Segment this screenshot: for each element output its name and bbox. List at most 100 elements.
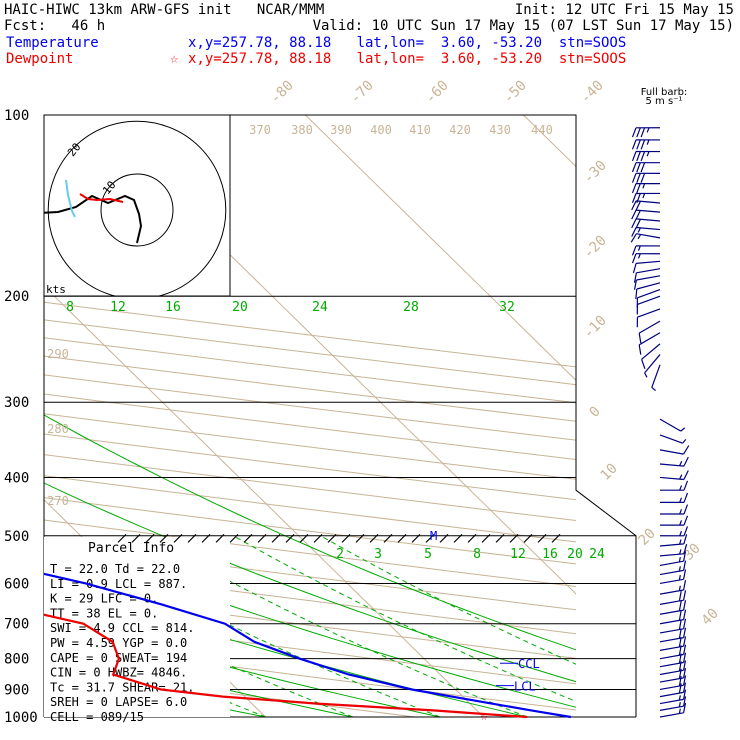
theta-tick-label: 400 bbox=[370, 123, 392, 137]
freezing-level-hatch bbox=[453, 533, 463, 543]
hodograph-traces bbox=[44, 179, 143, 244]
wind-barb-flag bbox=[642, 183, 646, 189]
mixing-ratio-line bbox=[58, 535, 441, 718]
moist-adiabat-line bbox=[44, 616, 441, 718]
mixing-ratio-label: 20 bbox=[232, 300, 248, 315]
level-annotations: M CCL LCL ☆ bbox=[117, 529, 561, 723]
parcel-info-row: CELL = 089/15 bbox=[50, 710, 144, 724]
wind-barb-flag bbox=[683, 492, 689, 503]
temperature-profile bbox=[44, 572, 571, 719]
dry-adiabat-line bbox=[44, 319, 576, 386]
wind-barb-flag bbox=[683, 689, 687, 700]
wind-barb-flag bbox=[640, 139, 646, 150]
freezing-level-hatch bbox=[313, 533, 323, 543]
wind-barb-shaft bbox=[637, 289, 661, 299]
theta-tick-label: 290 bbox=[47, 347, 69, 361]
isotherm-line bbox=[87, 115, 576, 595]
hodograph-ring-10 bbox=[100, 173, 174, 247]
freezing-level-hatch bbox=[369, 533, 379, 543]
wind-barb-flag bbox=[683, 590, 687, 601]
wind-barb-shaft bbox=[638, 332, 661, 346]
freezing-level-hatch bbox=[257, 533, 267, 543]
freezing-level-hatch bbox=[285, 533, 295, 543]
freezing-level-hatch bbox=[411, 533, 421, 543]
freezing-level-hatch bbox=[397, 533, 407, 543]
header-forecast: Fcst: 46 h bbox=[4, 18, 106, 34]
wind-barb-flag bbox=[683, 609, 687, 620]
dry-adiabat-line bbox=[44, 337, 576, 404]
wind-barb-flag bbox=[640, 162, 646, 173]
freezing-level-hatch bbox=[341, 533, 351, 543]
theta-tick-label: 370 bbox=[249, 123, 271, 137]
wind-barb-flag bbox=[683, 515, 689, 526]
wind-barb-flag bbox=[640, 173, 646, 183]
wind-barb-flag bbox=[635, 210, 641, 220]
freezing-level-hatch bbox=[117, 533, 127, 543]
wind-barb-flag bbox=[679, 549, 682, 555]
wind-barb-flag bbox=[646, 139, 650, 145]
mixing-ratio-label: 5 bbox=[424, 547, 432, 562]
wind-barb-flag bbox=[631, 139, 637, 150]
freezing-level-hatch bbox=[425, 533, 435, 543]
theta-tick-label: 420 bbox=[449, 123, 471, 137]
wind-barbs: Full barb:5 m s⁻¹ bbox=[630, 87, 690, 718]
wind-barb-flag bbox=[678, 600, 682, 611]
header-valid: Valid: 10 UTC Sun 17 May 15 (07 LST Sun … bbox=[312, 18, 734, 34]
wind-barb-flag bbox=[679, 497, 683, 503]
wind-barb-flag bbox=[633, 279, 637, 290]
freezing-level-hatch bbox=[383, 533, 393, 543]
freezing-level-hatch bbox=[271, 533, 281, 543]
isotherm-tick-label: 0 bbox=[587, 404, 604, 421]
wind-barb-flag bbox=[683, 600, 687, 611]
isotherm-line bbox=[44, 285, 484, 718]
dewpoint-star-icon: ☆ bbox=[170, 51, 179, 67]
wind-barb-shaft bbox=[659, 543, 684, 547]
wind-barb-flag bbox=[683, 579, 687, 591]
wind-barb-flag bbox=[679, 509, 683, 515]
theta-tick-label: 380 bbox=[291, 123, 313, 137]
wind-barb-flag bbox=[635, 201, 641, 211]
wind-barb-flag bbox=[678, 636, 682, 648]
isotherm-line bbox=[305, 115, 576, 381]
wind-barb-flag bbox=[631, 245, 637, 256]
wind-barb-flag bbox=[683, 660, 687, 671]
wind-barb-shaft bbox=[659, 578, 684, 585]
wind-barb-shaft bbox=[659, 589, 684, 595]
wind-barb-flag bbox=[641, 359, 646, 369]
wind-barb-flag bbox=[678, 585, 681, 591]
wind-barb-flag bbox=[678, 590, 682, 602]
wind-barb-shaft bbox=[636, 275, 661, 281]
freezing-level-hatch bbox=[355, 533, 365, 543]
wind-barb-flag bbox=[631, 253, 637, 264]
freezing-level-hatch bbox=[131, 533, 141, 543]
wind-barb-legend-title: Full barb: bbox=[641, 87, 688, 98]
parcel-info-row: T = 22.0 Td = 22.0 bbox=[50, 562, 180, 576]
mixing-ratio-label: 12 bbox=[510, 547, 526, 562]
wind-barb-shaft bbox=[636, 260, 661, 264]
temperature-legend-label: Temperature bbox=[6, 35, 99, 51]
pressure-tick-label: 1000 bbox=[4, 710, 38, 726]
dewpoint-legend-info: x,y=257.78, 88.18 lat,lon= 3.60, -53.20 … bbox=[188, 51, 627, 67]
wind-barb-flag bbox=[631, 218, 637, 229]
isotherm-tick-label: -20 bbox=[581, 233, 610, 262]
wind-barb-shaft bbox=[659, 553, 684, 557]
wind-barb-flag bbox=[678, 566, 681, 572]
freezing-level-hatch bbox=[327, 533, 337, 543]
freezing-level-hatch bbox=[495, 533, 505, 543]
isotherm-tick-label: -40 bbox=[578, 78, 607, 107]
freezing-level-hatch bbox=[243, 533, 253, 543]
isotherm-tick-label: 10 bbox=[598, 461, 621, 484]
parcel-info-row: PW = 4.59 YGP = 0.0 bbox=[50, 636, 187, 650]
isotherm-tick-label: -70 bbox=[348, 78, 377, 107]
wind-barb-flag bbox=[631, 151, 637, 162]
freezing-level-hatch bbox=[159, 533, 169, 543]
wind-barb-flag bbox=[683, 667, 687, 679]
dry-adiabat-line bbox=[44, 615, 576, 685]
wind-barb-flag bbox=[631, 162, 637, 173]
wind-barb-flag bbox=[631, 173, 637, 183]
pressure-tick-label: 400 bbox=[4, 470, 29, 486]
wind-barb-flag bbox=[683, 480, 689, 491]
wind-barb-flag bbox=[636, 173, 641, 183]
